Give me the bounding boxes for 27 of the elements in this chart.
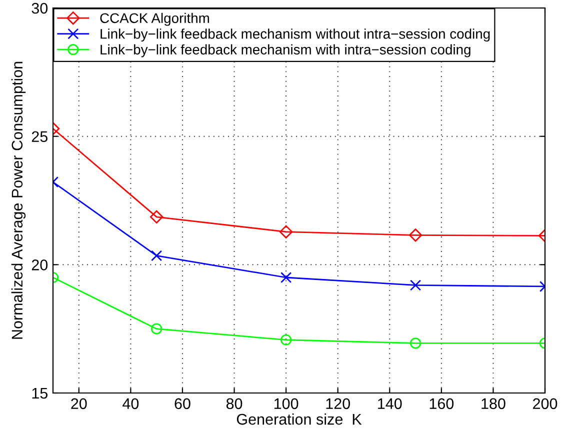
point	[280, 272, 292, 284]
legend-label: Link−by−link feedback mechanism without intra−session coding	[100, 28, 490, 42]
legend-label: CCACK Algorithm	[100, 12, 209, 26]
x-tick-label: 60	[174, 398, 190, 410]
x-tick-label: 180	[482, 398, 506, 410]
y-tick-label: 25	[32, 131, 48, 142]
x-axis-title: Generation size K	[236, 413, 362, 425]
x-tick-label: 200	[533, 398, 558, 410]
point	[280, 334, 292, 346]
point	[151, 250, 162, 262]
x-tick-label: 140	[378, 398, 402, 410]
point	[279, 225, 293, 238]
y-tick-label: 20	[32, 260, 48, 270]
y-tick-label: 15	[32, 388, 48, 399]
x-tick-label: 40	[122, 398, 139, 410]
point	[410, 280, 422, 291]
point	[151, 323, 162, 334]
x-tick-label: 80	[226, 398, 242, 410]
x-tick-label: 160	[430, 398, 454, 410]
x-tick-label: 100	[274, 398, 298, 410]
point	[408, 228, 422, 242]
y-tick-label: 30	[32, 2, 48, 14]
legend-label: Link−by−link feedback mechanism with intra−session coding	[100, 44, 470, 58]
x-tick-label: 120	[326, 398, 350, 410]
y-axis-title: Normalized Average Power Consumption	[11, 62, 26, 339]
x-tick-label: 20	[71, 398, 87, 410]
point	[410, 338, 422, 349]
